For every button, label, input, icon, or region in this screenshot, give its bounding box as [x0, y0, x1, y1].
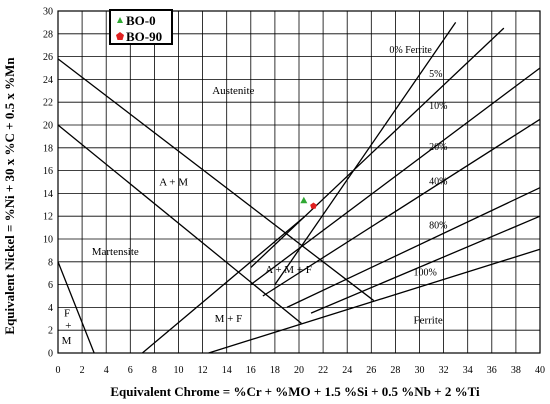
y-tick-label: 26	[43, 52, 53, 63]
legend-pentagon-icon	[116, 32, 124, 40]
legend-box	[109, 9, 173, 45]
boundary-line	[262, 118, 541, 297]
plot-frame	[57, 10, 541, 354]
x-tick-label: 8	[152, 365, 157, 376]
x-tick-label: 30	[415, 365, 425, 376]
y-tick-label: 4	[48, 303, 53, 314]
grid	[57, 10, 541, 354]
region-label: Austenite	[212, 85, 254, 97]
x-tick-label: 34	[463, 365, 473, 376]
x-tick-label: 6	[128, 365, 133, 376]
y-tick-label: 2	[48, 326, 53, 337]
region-label: +	[65, 320, 71, 332]
y-tick-label: 6	[48, 280, 53, 291]
x-tick-label: 32	[439, 365, 449, 376]
x-tick-label: 24	[342, 365, 352, 376]
y-tick-label: 12	[43, 212, 53, 223]
ferrite-label: 100%	[413, 267, 436, 278]
x-tick-label: 40	[535, 365, 545, 376]
y-tick-label: 18	[43, 143, 53, 154]
x-tick-label: 20	[294, 365, 304, 376]
y-tick-label: 20	[43, 121, 53, 132]
y-tick-label: 28	[43, 29, 53, 40]
ferrite-label: 5%	[429, 69, 442, 80]
legend-label-bo-90: BO-90	[126, 29, 162, 44]
y-tick-label: 22	[43, 98, 53, 109]
boundary-line	[250, 27, 505, 268]
region-label: F	[64, 308, 70, 320]
x-tick-label: 14	[222, 365, 232, 376]
x-tick-label: 0	[56, 365, 61, 376]
y-tick-label: 16	[43, 166, 53, 177]
x-tick-label: 12	[198, 365, 208, 376]
ferrite-label: 10%	[429, 101, 447, 112]
x-axis-title: Equivalent Chrome = %Cr + %MO + 1.5 %Si …	[110, 384, 480, 399]
y-tick-label: 24	[43, 75, 53, 86]
ferrite-label: 20%	[429, 142, 447, 153]
region-label: M	[62, 335, 72, 347]
boundary-line	[57, 58, 375, 302]
y-tick-label: 10	[43, 235, 53, 246]
region-label: Ferrite	[413, 314, 442, 326]
ferrite-label: 40%	[429, 176, 447, 187]
y-tick-label: 14	[43, 189, 53, 200]
boundary-line	[286, 187, 541, 308]
legend: BO-0 BO-90	[109, 9, 173, 45]
y-axis-title: Equivalent Nickel = %Ni + 30 x %C + 0.5 …	[2, 57, 17, 335]
x-tick-label: 38	[511, 365, 521, 376]
data-points	[300, 196, 317, 209]
region-labels: Austenite A + M Martensite A + M + F M + F Fe…	[62, 45, 448, 347]
boundary-line	[57, 261, 95, 354]
boundary-line	[208, 248, 541, 354]
x-tick-label: 22	[318, 365, 328, 376]
x-tick-label: 2	[80, 365, 85, 376]
x-tick-label: 4	[104, 365, 109, 376]
x-tick-label: 26	[366, 365, 376, 376]
x-tick-label: 16	[246, 365, 256, 376]
region-label: A + M + F	[265, 264, 312, 276]
boundary-line	[141, 215, 306, 354]
boundary-line	[310, 215, 541, 314]
y-tick-label: 0	[48, 349, 53, 360]
boundary-line	[57, 124, 302, 324]
data-point-bo-0	[300, 196, 308, 204]
boundary-line	[250, 67, 541, 286]
region-label: Martensite	[92, 246, 139, 258]
legend-triangle-icon	[117, 17, 123, 23]
x-tick-label: 28	[390, 365, 400, 376]
boundary-line	[274, 22, 457, 285]
data-point-bo-90	[310, 202, 317, 209]
x-tick-label: 10	[174, 365, 184, 376]
region-label: M + F	[215, 313, 243, 325]
axis-ticks: 0 2 4 6 8 10 12 14 16 18 20 22 24 26 28 30 32 34 36 38 40024…	[43, 7, 545, 377]
ferrite-label: 0% Ferrite	[389, 45, 432, 56]
ferrite-label: 80%	[429, 221, 447, 232]
y-tick-label: 8	[48, 257, 53, 268]
x-tick-label: 18	[270, 365, 280, 376]
boundary-lines	[57, 22, 541, 354]
x-tick-label: 36	[487, 365, 497, 376]
y-tick-label: 30	[43, 7, 53, 18]
legend-label-bo-0: BO-0	[126, 13, 156, 28]
region-label: A + M	[159, 176, 188, 188]
